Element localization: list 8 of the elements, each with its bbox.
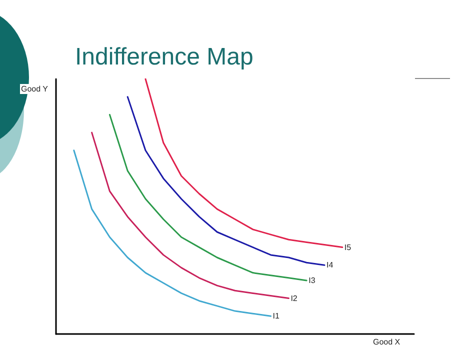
series-label: I5	[344, 242, 352, 252]
x-axis-title: Good X	[373, 338, 401, 346]
series-label: I3	[308, 276, 316, 285]
series-label: I4	[326, 260, 334, 270]
series-label: I1	[272, 312, 280, 321]
y-axis-title: Good Y	[21, 84, 49, 94]
series-label: I2	[290, 294, 298, 303]
chart-title: Indifference Map	[75, 44, 254, 70]
